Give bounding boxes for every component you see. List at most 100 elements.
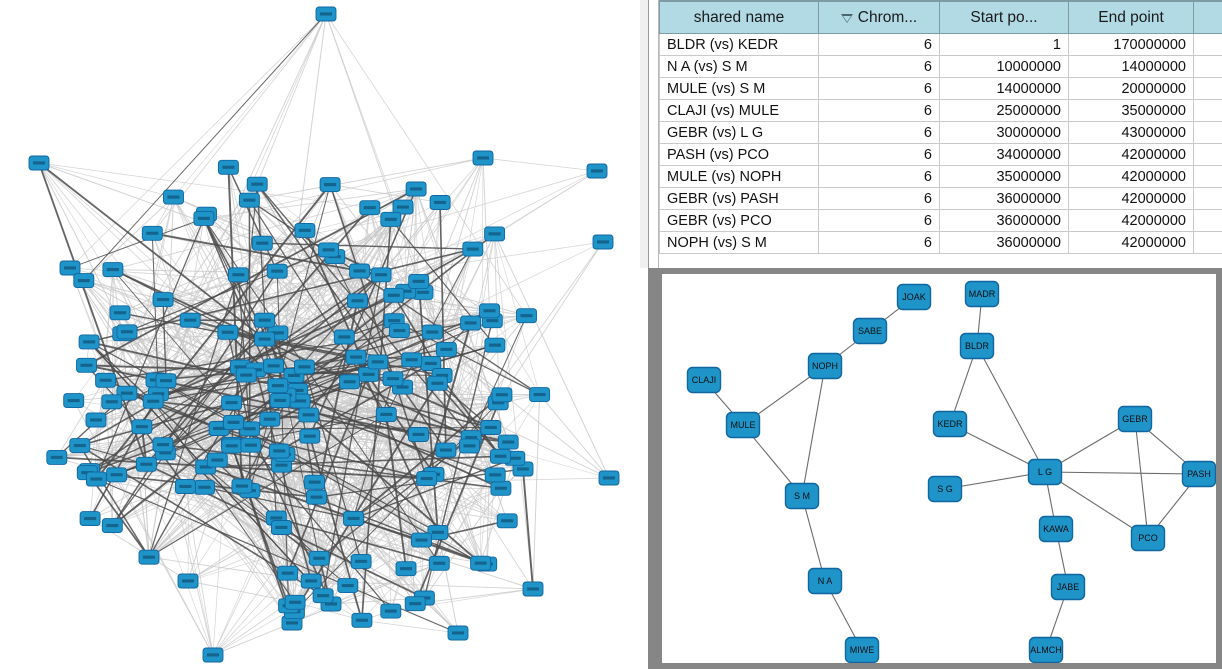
network-node[interactable] bbox=[359, 200, 381, 216]
network-node[interactable] bbox=[516, 308, 537, 324]
cell-chromosome[interactable]: 6 bbox=[818, 33, 940, 56]
network-node[interactable] bbox=[318, 242, 340, 258]
network-edge[interactable] bbox=[256, 13, 327, 185]
cell-chromosome[interactable]: 6 bbox=[818, 187, 940, 210]
genetic-intervals-table[interactable]: shared name Chrom... Start po... End poi… bbox=[659, 0, 1222, 254]
network-edge[interactable] bbox=[173, 13, 327, 198]
network-edge[interactable] bbox=[162, 443, 501, 490]
network-node[interactable] bbox=[479, 303, 500, 319]
node-shape[interactable] bbox=[964, 280, 1000, 308]
node-shape[interactable] bbox=[1130, 524, 1166, 552]
network-edge[interactable] bbox=[111, 290, 407, 527]
network-node-miwe[interactable]: MIWE bbox=[844, 636, 880, 663]
network-node[interactable] bbox=[529, 387, 551, 403]
network-node[interactable] bbox=[79, 511, 101, 527]
network-edge[interactable] bbox=[285, 395, 320, 559]
network-node[interactable] bbox=[428, 555, 450, 571]
cell-shared_name[interactable]: MULE (vs) S M bbox=[659, 77, 819, 100]
cell-chromosome[interactable]: 6 bbox=[818, 99, 940, 122]
node-shape[interactable] bbox=[959, 332, 995, 360]
network-node[interactable] bbox=[298, 407, 320, 423]
network-node[interactable] bbox=[350, 553, 372, 569]
network-node[interactable] bbox=[333, 329, 355, 345]
table-row[interactable]: PASH (vs) PCO6340000004200000011.4 bbox=[659, 143, 1222, 166]
network-node-joak[interactable]: JOAK bbox=[896, 283, 932, 311]
network-node[interactable] bbox=[304, 474, 326, 490]
network-edge[interactable] bbox=[482, 157, 598, 172]
network-node[interactable] bbox=[370, 267, 392, 283]
network-node[interactable] bbox=[202, 647, 224, 663]
node-shape[interactable] bbox=[807, 352, 843, 380]
column-header-end-point[interactable]: End point bbox=[1068, 0, 1194, 34]
network-node[interactable] bbox=[106, 467, 128, 483]
cell-shared_name[interactable]: BLDR (vs) KEDR bbox=[659, 33, 819, 56]
network-node[interactable] bbox=[358, 366, 380, 382]
network-edge[interactable] bbox=[436, 382, 502, 457]
network-edge[interactable] bbox=[399, 330, 440, 564]
network-node[interactable] bbox=[300, 573, 322, 589]
network-node[interactable] bbox=[496, 513, 518, 529]
network-node-sm[interactable]: S M bbox=[784, 482, 820, 510]
network-edge[interactable] bbox=[69, 267, 345, 338]
network-node[interactable] bbox=[312, 588, 334, 604]
cell-genetic[interactable]: 10.5 bbox=[1193, 165, 1222, 188]
network-edge[interactable] bbox=[308, 414, 482, 564]
network-edge[interactable] bbox=[141, 426, 150, 558]
network-edge[interactable] bbox=[116, 474, 214, 656]
network-node[interactable] bbox=[152, 292, 174, 308]
network-edge[interactable] bbox=[38, 162, 243, 487]
network-edge[interactable] bbox=[38, 162, 263, 244]
network-node[interactable] bbox=[315, 6, 337, 22]
network-node[interactable] bbox=[85, 471, 107, 487]
sort-descending-icon[interactable] bbox=[840, 13, 853, 23]
network-edge[interactable] bbox=[162, 299, 167, 381]
network-node[interactable] bbox=[109, 305, 131, 321]
table-row[interactable]: N A (vs) S M610000000140000006.6 bbox=[659, 55, 1222, 78]
cell-end_point[interactable]: 42000000 bbox=[1068, 231, 1194, 254]
network-node[interactable] bbox=[240, 437, 262, 453]
network-edge[interactable] bbox=[119, 312, 443, 377]
network-node[interactable] bbox=[339, 374, 361, 390]
network-node[interactable] bbox=[375, 407, 397, 422]
network-edge[interactable] bbox=[148, 414, 387, 558]
network-node[interactable] bbox=[69, 438, 91, 454]
table-row[interactable]: BLDR (vs) KEDR61170000000192.0 bbox=[659, 33, 1222, 56]
big-network-canvas[interactable] bbox=[0, 0, 648, 669]
network-node[interactable] bbox=[177, 573, 199, 589]
network-edge[interactable] bbox=[88, 248, 473, 343]
column-header-start-point[interactable]: Start po... bbox=[939, 0, 1069, 34]
network-edge[interactable] bbox=[112, 269, 117, 475]
network-node[interactable] bbox=[586, 163, 608, 179]
cell-end_point[interactable]: 43000000 bbox=[1068, 121, 1194, 144]
cell-end_point[interactable]: 42000000 bbox=[1068, 209, 1194, 232]
network-edge[interactable] bbox=[203, 188, 417, 219]
network-edge[interactable] bbox=[303, 366, 362, 562]
network-node[interactable] bbox=[284, 594, 306, 610]
cell-genetic[interactable]: 8.9 bbox=[1193, 187, 1222, 210]
network-edge[interactable] bbox=[240, 366, 491, 429]
network-edge[interactable] bbox=[439, 202, 447, 451]
network-edge[interactable] bbox=[411, 359, 492, 429]
network-node[interactable] bbox=[435, 442, 457, 458]
cell-start_point[interactable]: 34000000 bbox=[939, 143, 1069, 166]
network-node[interactable] bbox=[522, 581, 544, 597]
cell-start_point[interactable]: 36000000 bbox=[939, 209, 1069, 232]
cell-chromosome[interactable]: 6 bbox=[818, 55, 940, 78]
network-edge[interactable] bbox=[86, 364, 419, 436]
column-header-shared-name[interactable]: shared name bbox=[659, 0, 819, 34]
network-edge[interactable] bbox=[256, 183, 357, 358]
cell-shared_name[interactable]: CLAJI (vs) MULE bbox=[659, 99, 819, 122]
network-node[interactable] bbox=[85, 412, 107, 428]
network-edge[interactable] bbox=[152, 232, 382, 276]
network-edge[interactable] bbox=[249, 199, 382, 276]
network-node[interactable] bbox=[592, 234, 614, 250]
network-node-almch[interactable]: ALMCH bbox=[1028, 636, 1064, 663]
cell-end_point[interactable]: 42000000 bbox=[1068, 165, 1194, 188]
network-node[interactable] bbox=[343, 511, 364, 526]
table-row[interactable]: GEBR (vs) L G6300000004300000016.9 bbox=[659, 121, 1222, 144]
network-edge[interactable] bbox=[262, 242, 473, 250]
network-edge[interactable] bbox=[381, 241, 604, 276]
cell-chromosome[interactable]: 6 bbox=[818, 231, 940, 254]
network-node[interactable] bbox=[221, 438, 243, 454]
